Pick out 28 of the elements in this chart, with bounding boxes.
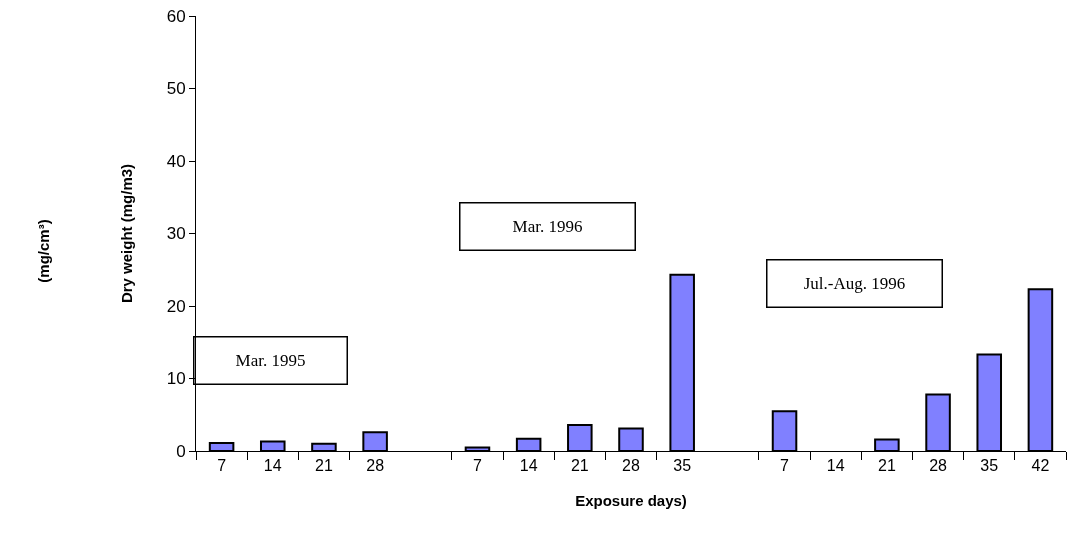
x-tick-label: 21 (315, 457, 333, 475)
annotation: Mar. 1996 (512, 217, 583, 236)
x-tick-label: 21 (877, 457, 896, 475)
y-tick-label: 50 (166, 79, 186, 99)
y-tick-label: 60 (166, 6, 186, 26)
annotation: Mar. 1995 (235, 351, 306, 370)
y-tick-label: 20 (166, 296, 186, 316)
x-tick-label: 14 (519, 457, 538, 475)
annotation: Jul.-Aug. 1996 (803, 274, 906, 293)
x-axis-title: Exposure days) (575, 492, 687, 510)
x-tick-label: 21 (570, 457, 589, 475)
y-tick-label: 40 (166, 151, 186, 171)
x-tick-label: 35 (980, 457, 999, 475)
y-tick-label: 10 (166, 369, 186, 389)
text: (mg/cm³) (34, 219, 52, 283)
x-tick-label: 28 (366, 457, 385, 475)
x-tick-label: 14 (826, 457, 845, 475)
x-tick-label: 28 (929, 457, 948, 475)
y-tick-label: 0 (176, 441, 186, 461)
x-tick-label: 35 (673, 457, 692, 475)
x-tick-label: 28 (622, 457, 640, 475)
x-tick-label: 42 (1031, 457, 1050, 475)
x-tick-label: 7 (780, 457, 790, 475)
y-tick-label: 30 (166, 224, 186, 244)
x-tick-label: 14 (263, 457, 282, 475)
y-axis-title: Dry weight (mg/m3) (117, 163, 135, 304)
x-tick-label: 7 (473, 457, 483, 475)
x-tick-label: 7 (217, 457, 227, 475)
